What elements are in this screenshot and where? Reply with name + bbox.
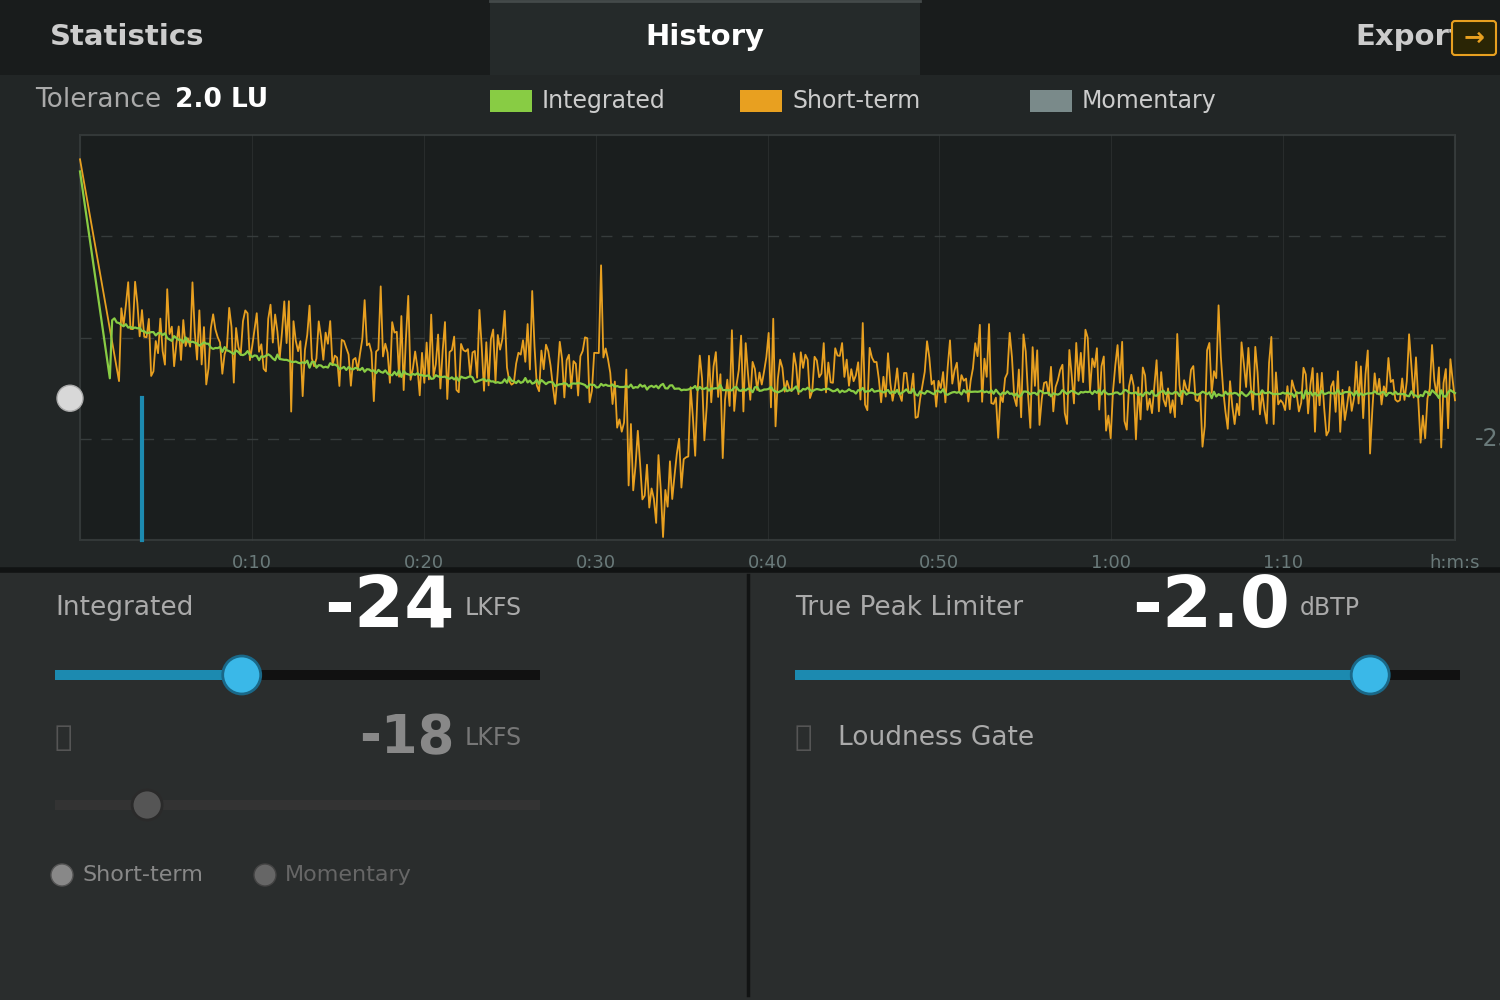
Text: 0:10: 0:10 xyxy=(232,554,272,572)
Bar xyxy=(0,0,1500,75)
Bar xyxy=(56,670,540,680)
Text: Short-term: Short-term xyxy=(792,89,920,113)
Circle shape xyxy=(132,790,162,820)
Bar xyxy=(0,75,1500,570)
FancyBboxPatch shape xyxy=(1452,21,1496,55)
Bar xyxy=(0,570,1500,1000)
Bar xyxy=(1030,90,1072,112)
Text: LKFS: LKFS xyxy=(465,726,522,750)
Text: 1:10: 1:10 xyxy=(1263,554,1304,572)
Circle shape xyxy=(222,656,261,694)
Text: History: History xyxy=(645,23,765,51)
Text: Short-term: Short-term xyxy=(82,865,203,885)
Text: 1:00: 1:00 xyxy=(1090,554,1131,572)
Text: ⏻: ⏻ xyxy=(795,724,813,752)
Bar xyxy=(490,0,920,75)
Bar xyxy=(490,90,532,112)
Text: Tolerance: Tolerance xyxy=(34,87,160,113)
Text: ⏻: ⏻ xyxy=(56,724,72,752)
Bar xyxy=(795,670,1370,680)
Text: -25: -25 xyxy=(1474,427,1500,451)
Text: h:m:s: h:m:s xyxy=(1430,554,1480,572)
Text: -24: -24 xyxy=(324,574,454,643)
Text: 0:20: 0:20 xyxy=(404,554,444,572)
Text: Loudness Gate: Loudness Gate xyxy=(839,725,1034,751)
Text: 2.0 LU: 2.0 LU xyxy=(176,87,268,113)
Bar xyxy=(795,670,1460,680)
Text: 0:50: 0:50 xyxy=(920,554,960,572)
Bar xyxy=(80,135,1455,540)
Bar xyxy=(740,90,782,112)
Circle shape xyxy=(1352,656,1389,694)
Text: Integrated: Integrated xyxy=(56,595,194,621)
Text: LKFS: LKFS xyxy=(465,596,522,620)
Text: Statistics: Statistics xyxy=(50,23,204,51)
Text: Momentary: Momentary xyxy=(1082,89,1216,113)
Circle shape xyxy=(254,864,276,886)
Text: Export: Export xyxy=(1354,23,1462,51)
Text: -18: -18 xyxy=(360,712,454,764)
Text: Momentary: Momentary xyxy=(285,865,412,885)
Text: 0:40: 0:40 xyxy=(747,554,788,572)
Text: 0:30: 0:30 xyxy=(576,554,615,572)
Text: →: → xyxy=(1464,26,1485,50)
Circle shape xyxy=(57,385,82,411)
Text: True Peak Limiter: True Peak Limiter xyxy=(795,595,1023,621)
Text: -2.0: -2.0 xyxy=(1132,574,1290,643)
Text: Integrated: Integrated xyxy=(542,89,666,113)
Bar xyxy=(56,800,540,810)
Circle shape xyxy=(51,864,74,886)
Bar xyxy=(56,670,242,680)
Text: dBTP: dBTP xyxy=(1300,596,1360,620)
